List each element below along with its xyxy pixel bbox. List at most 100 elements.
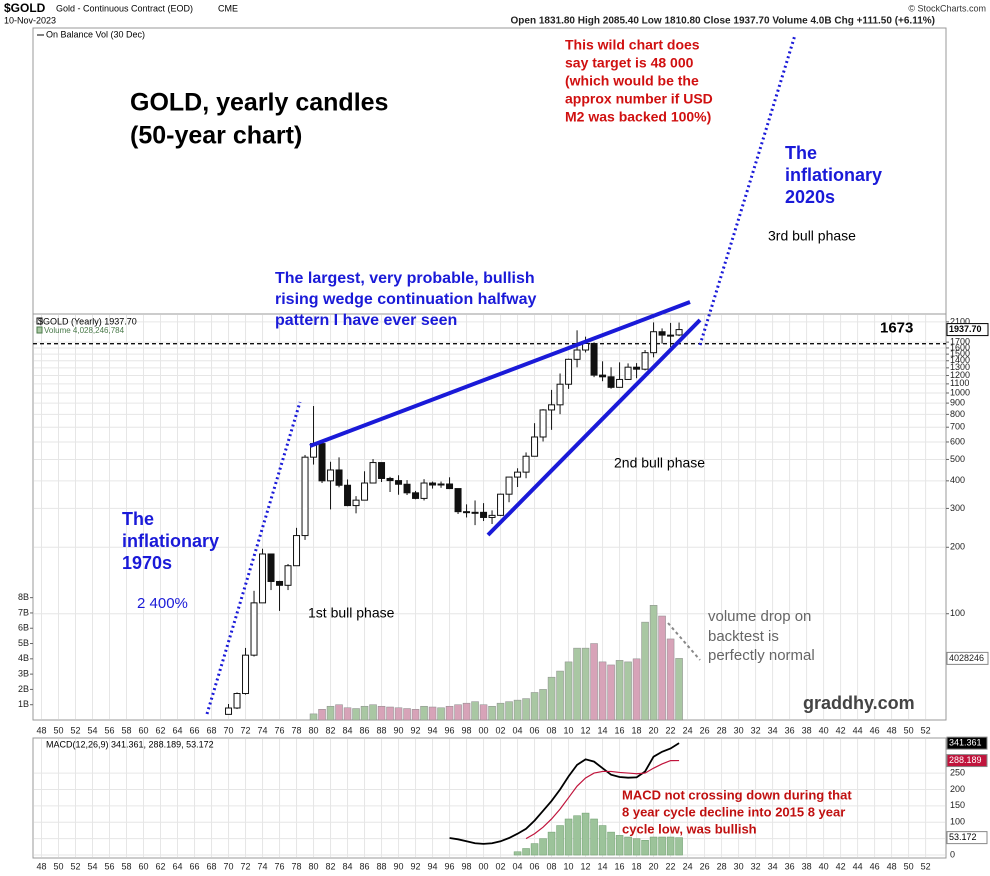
volume-bar	[471, 701, 479, 721]
x-tick-label: 84	[343, 861, 353, 871]
x-tick-label: 24	[683, 861, 693, 871]
candle-body	[633, 366, 641, 370]
volume-bar	[539, 689, 547, 721]
macd-line	[525, 759, 680, 840]
macd-note: MACD not crossing down during that	[622, 787, 852, 802]
x-tick-label: 96	[445, 861, 455, 871]
volume-bar	[309, 713, 318, 721]
candle-body	[259, 553, 267, 604]
x-tick-label: 54	[87, 725, 97, 735]
macd-histogram	[607, 831, 615, 856]
legend-swatch	[36, 317, 43, 325]
volume-legend: Volume 4,028,246,784	[44, 326, 125, 335]
last-volume-label: 4028246	[949, 653, 984, 663]
x-tick-label: 48	[887, 725, 897, 735]
volume-bar	[445, 705, 454, 721]
x-tick-label: 68	[207, 861, 217, 871]
candle-body	[446, 483, 454, 490]
x-tick-label: 52	[921, 725, 931, 735]
x-tick-label: 34	[768, 861, 778, 871]
x-tick-label: 38	[802, 861, 812, 871]
y-tick-label: 3B	[18, 668, 29, 678]
x-tick-label: 04	[513, 725, 523, 735]
x-tick-label: 02	[496, 725, 506, 735]
volume-bar	[403, 708, 411, 721]
x-tick-label: 68	[207, 725, 217, 735]
volume-bar	[343, 707, 352, 721]
macd-histogram	[522, 848, 530, 856]
inflation-1970s: inflationary	[122, 531, 219, 551]
last-value-label: 288.189	[949, 755, 982, 765]
candle-body	[658, 331, 666, 336]
y-tick-label: 200	[950, 784, 965, 794]
y-tick-label: 150	[950, 800, 965, 810]
x-tick-label: 22	[666, 725, 676, 735]
candle-body	[565, 358, 573, 385]
candle-body	[650, 331, 658, 354]
candle-body	[531, 436, 539, 457]
candle-body	[327, 469, 335, 482]
x-tick-label: 86	[360, 861, 370, 871]
x-tick-label: 06	[530, 725, 540, 735]
level-label: 1673	[880, 320, 913, 337]
y-tick-label: 1700	[950, 337, 970, 347]
volume-bar	[675, 658, 683, 721]
x-tick-label: 56	[105, 725, 115, 735]
x-tick-label: 12	[581, 861, 591, 871]
x-tick-label: 16	[615, 725, 625, 735]
candle-body	[369, 462, 377, 484]
y-tick-label: 0	[950, 849, 955, 859]
target-note: This wild chart does	[565, 37, 700, 53]
x-tick-label: 98	[462, 861, 472, 871]
x-tick-label: 62	[156, 861, 166, 871]
x-tick-label: 64	[173, 861, 183, 871]
macd-histogram	[598, 825, 607, 856]
volume-bar	[318, 709, 326, 721]
candle-body	[514, 471, 522, 478]
wedge-note: pattern I have ever seen	[275, 312, 457, 329]
marks: 48 48 50 50 52 52 54 54 56 56 58 58 60 60 62 62 64 64 66 66…	[18, 315, 989, 871]
x-tick-label: 58	[122, 861, 132, 871]
volume-bar	[496, 702, 505, 721]
x-tick-label: 02	[496, 861, 506, 871]
candle-body	[539, 409, 547, 438]
macd-histogram	[539, 838, 547, 856]
candle-body	[267, 553, 275, 582]
exchange: CME	[218, 3, 238, 13]
x-tick-label: 18	[632, 861, 642, 871]
last-value-box	[946, 736, 988, 750]
x-tick-label: 24	[683, 725, 693, 735]
x-tick-label: 26	[700, 725, 710, 735]
x-tick-label: 10	[564, 861, 574, 871]
volume-bar	[420, 705, 428, 721]
wedge-note: rising wedge continuation halfway	[275, 291, 536, 308]
y-tick-label: 100	[950, 608, 965, 618]
x-tick-label: 20	[649, 861, 659, 871]
y-tick-label: 300	[950, 503, 965, 513]
quote: Open 1831.80 High 2085.40 Low 1810.80 Cl…	[511, 16, 936, 27]
volume-bar	[394, 707, 403, 721]
candle-body	[233, 693, 241, 709]
y-tick-label: 100	[950, 817, 965, 827]
candle-body	[573, 349, 581, 360]
macd-histogram	[573, 815, 581, 856]
x-tick-label: 08	[547, 725, 557, 735]
candle-body	[667, 334, 675, 337]
x-tick-label: 42	[836, 725, 846, 735]
y-tick-label: 250	[950, 767, 965, 777]
volume-bar	[377, 705, 386, 721]
x-tick-label: 40	[819, 861, 829, 871]
x-tick-label: 04	[513, 861, 523, 871]
y-tick-label: 1000	[950, 387, 970, 397]
y-tick-label: 6B	[18, 623, 29, 633]
x-tick-label: 54	[87, 861, 97, 871]
last-value-box	[946, 831, 988, 845]
x-tick-label: 32	[751, 725, 761, 735]
x-tick-label: 06	[530, 861, 540, 871]
volume-bar	[632, 658, 641, 721]
candle-body	[616, 378, 624, 388]
y-tick-label: 800	[950, 409, 965, 419]
volume-bar	[607, 664, 615, 721]
candle-body	[624, 366, 632, 380]
